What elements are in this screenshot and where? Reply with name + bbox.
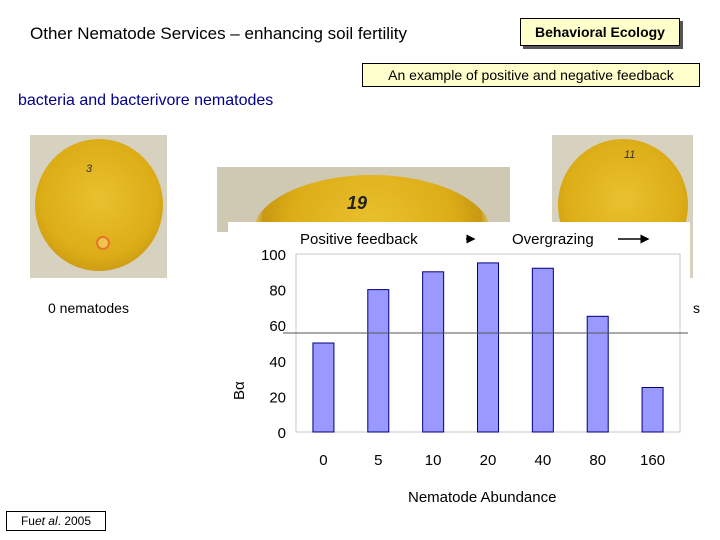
x-tick-label-20: 20 (480, 452, 497, 469)
x-tick-label-10: 10 (425, 452, 442, 469)
x-tick-label-160: 160 (640, 452, 665, 469)
dish-label: 3 (86, 163, 93, 175)
petri-dish (35, 139, 163, 271)
y-axis-label: Bα (231, 381, 248, 400)
bar-40 (531, 267, 554, 433)
citation-year: . 2005 (57, 514, 92, 528)
behavioral-ecology-badge: Behavioral Ecology (520, 18, 680, 46)
annotation-overgrazing: Overgrazing (512, 231, 594, 248)
x-tick-label-80: 80 (589, 452, 606, 469)
citation-fu-2005: Fu et al. 2005 (6, 511, 106, 531)
y-tick-label-40: 40 (269, 354, 286, 371)
citation-etal: et al (34, 514, 58, 528)
x-tick-label-0: 0 (319, 452, 327, 469)
nematode-abundance-bar-chart: 100 80 60 40 20 0 0 5 10 20 40 80 160 Positive feed… (228, 222, 690, 510)
caption-0-nematodes: 0 nematodes (48, 300, 129, 316)
feedback-example-box: An example of positive and negative feed… (362, 63, 700, 87)
x-tick-label-5: 5 (374, 452, 382, 469)
annotation-positive-feedback: Positive feedback (300, 231, 418, 248)
y-tick-label-80: 80 (269, 283, 286, 300)
y-tick-label-60: 60 (269, 318, 286, 335)
petri-dish-photo-19: 19 (217, 167, 510, 232)
bar-5 (367, 289, 390, 433)
bar-10 (422, 271, 445, 433)
dish-label: 19 (347, 193, 368, 213)
y-tick-label-0: 0 (278, 425, 286, 442)
citation-author: Fu (20, 514, 35, 528)
petri-dish-photo-0-nematodes: 3 (30, 135, 167, 278)
slide-subtitle: bacteria and bacterivore nematodes (18, 92, 274, 109)
x-tick-label-40: 40 (535, 452, 552, 469)
caption-right-fragment: s (693, 300, 700, 316)
x-axis-label: Nematode Abundance (408, 489, 556, 506)
y-tick-label-20: 20 (269, 389, 286, 406)
bar-20 (477, 262, 499, 433)
slide-title: Other Nematode Services – enhancing soil… (30, 24, 408, 43)
bar-160 (641, 387, 664, 433)
chart-svg: 100 80 60 40 20 0 0 5 10 20 40 80 160 Positive feed… (231, 231, 688, 506)
y-tick-label-100: 100 (261, 247, 286, 264)
dish-label: 11 (624, 149, 636, 161)
bar-80 (586, 315, 609, 433)
bar-0 (312, 342, 335, 433)
bacteria-colony (96, 236, 110, 250)
